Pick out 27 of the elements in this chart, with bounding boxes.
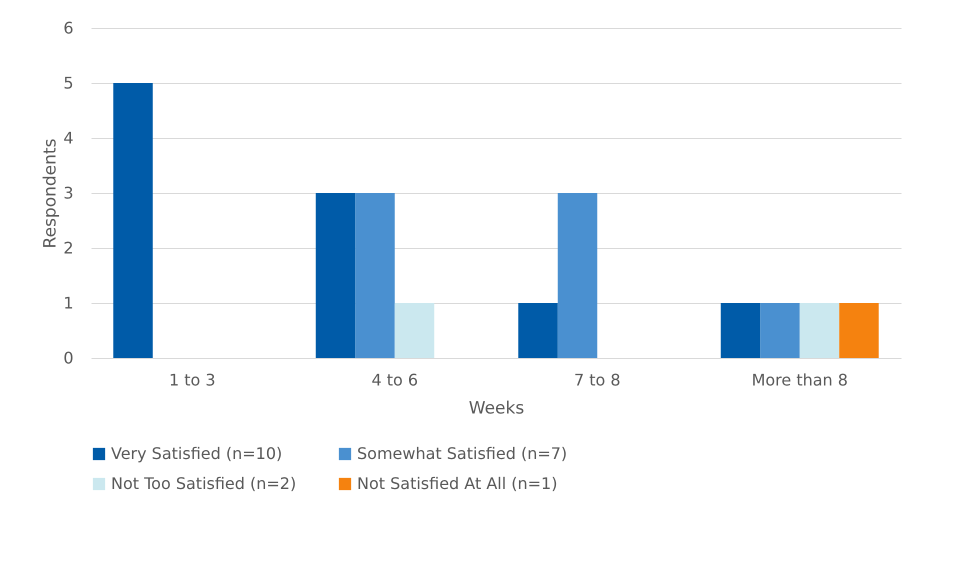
x-tick-label: 7 to 8	[574, 370, 621, 390]
x-tick-label: 4 to 6	[371, 370, 418, 390]
x-axis-title: Weeks	[468, 398, 524, 418]
legend-label: Somewhat Satisfied (n=7)	[357, 444, 568, 463]
bar	[355, 193, 395, 358]
bar	[316, 193, 356, 358]
x-tick-label: 1 to 3	[168, 370, 216, 390]
bar	[839, 303, 879, 358]
bar	[720, 303, 760, 358]
bar	[558, 193, 598, 358]
y-tick-label: 2	[63, 238, 74, 258]
y-tick-label: 4	[63, 128, 74, 148]
bar	[394, 303, 434, 358]
bar	[760, 303, 800, 358]
bar	[113, 83, 153, 358]
bar	[518, 303, 558, 358]
bar	[800, 303, 840, 358]
y-tick-label: 0	[63, 348, 74, 368]
legend-label: Very Satisfied (n=10)	[111, 444, 282, 463]
x-tick-label: More than 8	[752, 370, 848, 390]
y-tick-label: 1	[63, 294, 74, 312]
legend-label: Not Satisfied At All (n=1)	[357, 474, 558, 493]
legend-label: Not Too Satisfied (n=2)	[111, 474, 296, 493]
y-tick-label: 6	[63, 18, 74, 38]
y-tick-label: 3	[63, 184, 74, 202]
y-axis-title: Respondents	[40, 138, 60, 248]
y-tick-label: 5	[63, 74, 74, 92]
